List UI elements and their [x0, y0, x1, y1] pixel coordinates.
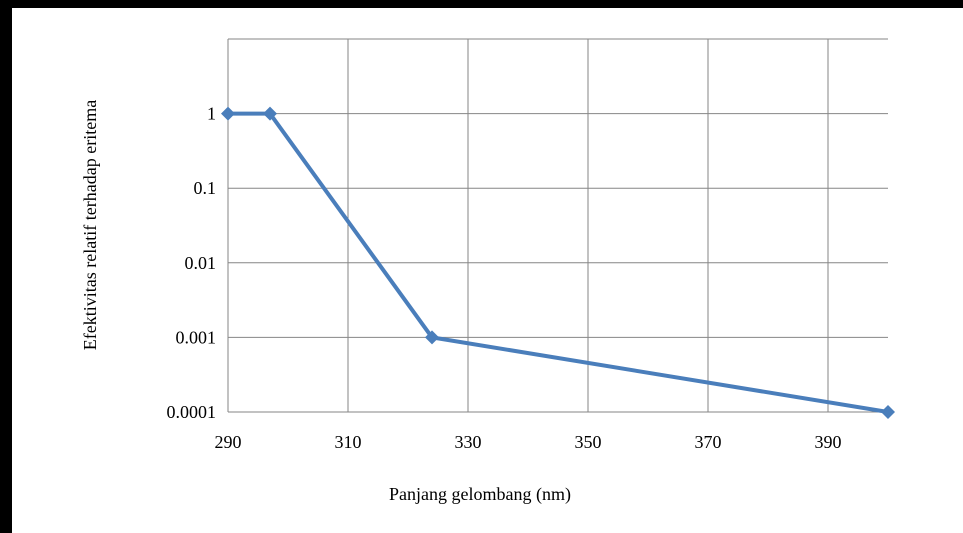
x-tick-label: 370 — [695, 432, 722, 452]
y-axis-label: Efektivitas relatif terhadap eritema — [80, 100, 100, 350]
x-tick-label: 330 — [455, 432, 482, 452]
x-tick-label: 390 — [815, 432, 842, 452]
y-tick-label: 0.1 — [194, 178, 217, 198]
y-tick-label: 0.01 — [185, 253, 217, 273]
x-tick-label: 310 — [335, 432, 362, 452]
chart: Panjang gelombang (nm) Efektivitas relat… — [0, 0, 963, 533]
y-tick-label: 0.0001 — [167, 402, 217, 422]
y-tick-label: 0.001 — [176, 327, 217, 347]
x-axis-label: Panjang gelombang (nm) — [389, 484, 571, 505]
background — [12, 8, 963, 533]
x-tick-label: 290 — [215, 432, 242, 452]
x-tick-label: 350 — [575, 432, 602, 452]
y-tick-label: 1 — [207, 104, 216, 124]
